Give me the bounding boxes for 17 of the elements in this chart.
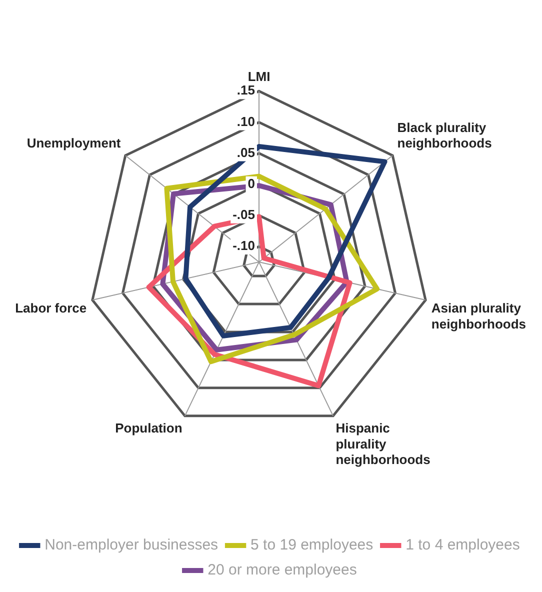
spoke-label: LMI	[248, 68, 270, 84]
y-tick-label: 0	[248, 176, 255, 191]
spoke-label: Asian plurality neighborhoods	[431, 300, 526, 332]
y-tick-label: .15	[236, 82, 255, 98]
spoke-label: Unemployment	[26, 136, 122, 151]
y-tick-label: .05	[236, 144, 255, 160]
y-tick-label: -.05	[232, 206, 255, 222]
legend-label: 1 to 4 employees	[406, 536, 520, 554]
y-tick-label: .10	[236, 114, 255, 129]
legend-label: 20 or more employees	[208, 562, 357, 579]
spoke-label: Black plurality neighborhoods	[397, 120, 492, 151]
spoke-label: Labor force	[15, 300, 87, 316]
y-tick-label: -.10	[232, 238, 255, 254]
legend-label: Non-employer businesses	[44, 536, 218, 554]
spoke-label: Population	[115, 420, 182, 436]
legend-label: 5 to 19 employees	[250, 536, 374, 554]
spoke-label: Hispanic plurality neighborhoods	[336, 420, 430, 467]
